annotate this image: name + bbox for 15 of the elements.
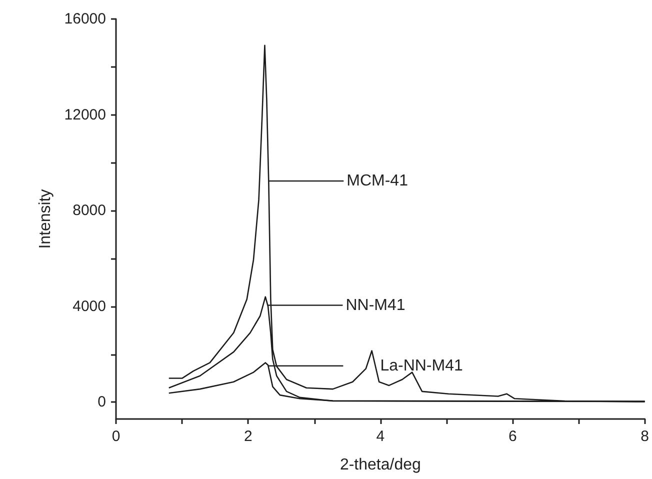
y-tick-label: 8000 [72, 202, 106, 220]
y-tick-label: 16000 [64, 10, 106, 28]
legend-label: MCM-41 [346, 172, 408, 190]
legend-label: La-NN-M41 [380, 357, 463, 374]
y-tick-label: 12000 [64, 106, 106, 124]
x-tick-label: 0 [112, 428, 120, 445]
x-tick-label: 8 [640, 428, 649, 445]
x-tick-label: 2 [244, 428, 252, 445]
x-tick-label: 6 [508, 428, 517, 445]
y-tick-label: 0 [98, 394, 106, 411]
y-tick-label: 4000 [72, 298, 106, 315]
x-tick-label: 4 [376, 428, 385, 445]
y-axis-title: Intensity [36, 189, 54, 249]
x-axis-title: 2-theta/deg [340, 456, 421, 474]
legend-label: NN-M41 [346, 296, 406, 314]
